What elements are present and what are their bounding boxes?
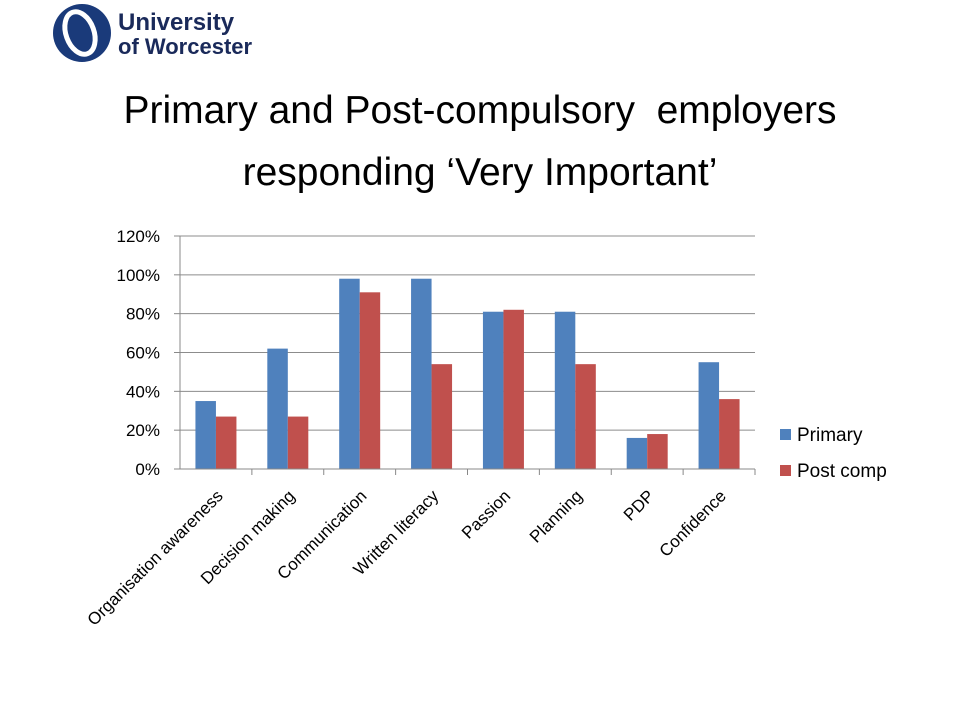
bar xyxy=(195,401,216,469)
y-tick-label: 80% xyxy=(126,305,160,324)
logo: University of Worcester xyxy=(53,4,253,62)
bar xyxy=(719,399,740,469)
legend-label: Post comp xyxy=(797,461,887,482)
x-tick-label: Organisation awareness xyxy=(84,486,227,629)
y-tick-label: 120% xyxy=(117,227,160,246)
bar xyxy=(575,364,596,469)
chart-title: Primary and Post-compulsory employers re… xyxy=(123,89,848,194)
bar xyxy=(431,364,453,469)
bar xyxy=(482,311,504,469)
x-tick-label: Planning xyxy=(526,486,586,546)
logo-text: University xyxy=(118,9,235,36)
x-tick-label: PDP xyxy=(620,486,658,524)
bar xyxy=(287,416,309,469)
x-tick-label: Passion xyxy=(458,486,514,542)
bar xyxy=(554,311,576,469)
bar xyxy=(698,362,720,469)
legend-label: Primary xyxy=(797,425,863,446)
logo-text: of Worcester xyxy=(118,34,253,59)
y-tick-label: 60% xyxy=(126,344,160,363)
legend-swatch xyxy=(780,465,791,476)
y-tick-label: 20% xyxy=(126,421,160,440)
y-tick-label: 100% xyxy=(117,266,160,285)
bar xyxy=(503,309,524,469)
bar xyxy=(267,348,288,469)
legend-swatch xyxy=(780,429,791,440)
x-tick-label: Confidence xyxy=(656,486,730,560)
bar xyxy=(339,278,360,469)
bar xyxy=(626,437,648,469)
bar xyxy=(647,434,668,469)
logo-swirl xyxy=(62,9,98,57)
bar xyxy=(411,278,432,469)
bar xyxy=(215,416,237,469)
y-tick-label: 0% xyxy=(135,460,160,479)
y-tick-label: 40% xyxy=(126,382,160,401)
bar xyxy=(359,292,381,469)
